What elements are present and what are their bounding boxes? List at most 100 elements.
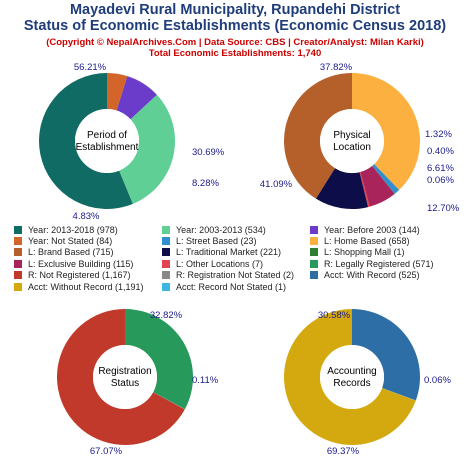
slice-l-street-based xyxy=(372,164,400,194)
legend-item: Acct: Without Record (1,191) xyxy=(14,281,162,292)
legend-item: Year: 2013-2018 (978) xyxy=(14,224,162,235)
legend-item: L: Home Based (658) xyxy=(310,235,460,246)
legend-label: L: Traditional Market (221) xyxy=(176,247,282,258)
legend-label: R: Not Registered (1,167) xyxy=(28,270,131,281)
legend-row: Acct: Without Record (1,191) Acct: Record… xyxy=(14,281,464,292)
slice-acct-with-record xyxy=(352,309,420,401)
center-label: Registration xyxy=(98,366,151,377)
percent-label: 1.32% xyxy=(425,129,452,140)
slice-l-home-based xyxy=(352,73,420,191)
legend-swatch xyxy=(14,237,22,246)
percent-label: 12.70% xyxy=(427,203,460,214)
legend-swatch xyxy=(14,248,22,257)
legend-swatch xyxy=(162,271,170,280)
legend-swatch xyxy=(310,225,318,234)
legend-label: R: Registration Not Stated (2) xyxy=(176,270,295,281)
legend-label: Acct: Record Not Stated (1) xyxy=(176,281,287,292)
legend-item: L: Traditional Market (221) xyxy=(162,247,310,258)
percent-label: 69.37% xyxy=(327,446,360,457)
legend-label: L: Shopping Mall (1) xyxy=(324,247,405,258)
legend-label: L: Home Based (658) xyxy=(324,236,410,247)
legend-label: Year: 2013-2018 (978) xyxy=(28,224,118,235)
legend-label: Year: 2003-2013 (534) xyxy=(176,224,266,235)
slice-l-other-locations xyxy=(359,171,370,208)
legend-row: Year: 2013-2018 (978) Year: 2003-2013 (53… xyxy=(14,224,464,235)
legend-label: L: Exclusive Building (115) xyxy=(28,258,134,269)
legend-item: R: Not Registered (1,167) xyxy=(14,270,162,281)
legend-item: L: Brand Based (715) xyxy=(14,247,162,258)
legend-swatch xyxy=(14,259,22,268)
percent-label: 67.07% xyxy=(90,446,123,457)
percent-label: 30.69% xyxy=(192,147,225,158)
legend-swatch xyxy=(162,225,170,234)
donut-hole xyxy=(320,109,384,173)
slice-r-registration-not-stated xyxy=(153,392,185,410)
slice-acct-record-not-stated xyxy=(382,387,416,401)
legend-row: L: Brand Based (715) L: Traditional Marke… xyxy=(14,247,464,258)
percent-label: 32.82% xyxy=(150,310,183,321)
legend-row: L: Exclusive Building (115) L: Other Loca… xyxy=(14,258,464,269)
legend-label: Acct: With Record (525) xyxy=(324,270,420,281)
chart-title: Mayadevi Rural Municipality, Rupandehi D… xyxy=(69,2,401,18)
percent-label: 8.28% xyxy=(192,178,219,189)
legend-label: R: Legally Registered (571) xyxy=(324,258,434,269)
legend: Year: 2013-2018 (978) Year: 2003-2013 (53… xyxy=(14,224,464,292)
legend-item: Year: Not Stated (84) xyxy=(14,235,162,246)
legend-item: Year: Before 2003 (144) xyxy=(310,224,460,235)
percent-label: 0.11% xyxy=(192,375,219,386)
legend-label: L: Brand Based (715) xyxy=(28,247,114,258)
legend-row: Year: Not Stated (84) L: Street Based (23… xyxy=(14,235,464,246)
percent-label: 0.06% xyxy=(427,175,454,186)
legend-swatch xyxy=(162,259,170,268)
legend-label: Acct: Without Record (1,191) xyxy=(28,281,144,292)
percent-label: 0.06% xyxy=(424,375,451,386)
slice-l-exclusive-building xyxy=(360,165,395,207)
legend-swatch xyxy=(310,237,318,246)
legend-row: R: Not Registered (1,167) R: Registration… xyxy=(14,270,464,281)
legend-swatch xyxy=(162,282,170,291)
legend-label: Year: Not Stated (84) xyxy=(28,236,113,247)
legend-item: L: Other Locations (7) xyxy=(162,258,310,269)
percent-label: 37.82% xyxy=(320,62,353,73)
legend-swatch xyxy=(310,271,318,280)
legend-item: R: Legally Registered (571) xyxy=(310,258,460,269)
legend-swatch xyxy=(310,259,318,268)
percent-label: 4.83% xyxy=(73,211,100,222)
slice-r-not-registered xyxy=(57,309,185,445)
legend-label: L: Street Based (23) xyxy=(176,236,257,247)
slice-l-brand-based xyxy=(284,73,352,199)
percent-label: 41.09% xyxy=(260,179,293,190)
center-label: Accounting xyxy=(327,366,376,377)
percent-label: 0.40% xyxy=(427,146,454,157)
slice-year-2013-2018 xyxy=(38,73,133,210)
slice-l-shopping-mall xyxy=(372,165,395,194)
slice-year-not-stated xyxy=(107,73,128,111)
legend-label: Year: Before 2003 (144) xyxy=(324,224,420,235)
legend-item: Acct: With Record (525) xyxy=(310,270,460,281)
percent-label: 30.58% xyxy=(318,310,351,321)
legend-item: Acct: Record Not Stated (1) xyxy=(162,281,310,292)
donut-hole xyxy=(93,345,157,409)
percent-label: 6.61% xyxy=(427,163,454,174)
legend-swatch xyxy=(14,282,22,291)
slice-year-before-2003 xyxy=(116,76,157,120)
legend-item: R: Registration Not Stated (2) xyxy=(162,270,310,281)
center-label: Period of xyxy=(87,130,127,141)
legend-swatch xyxy=(310,248,318,257)
donut-hole xyxy=(75,109,139,173)
center-label: Establishment xyxy=(76,142,139,153)
legend-swatch xyxy=(14,225,22,234)
legend-swatch xyxy=(162,237,170,246)
percent-label: 56.21% xyxy=(74,62,107,73)
legend-item: L: Shopping Mall (1) xyxy=(310,247,460,258)
center-label: Records xyxy=(333,378,370,389)
legend-item: L: Exclusive Building (115) xyxy=(14,258,162,269)
center-label: Location xyxy=(333,142,371,153)
center-label: Physical xyxy=(333,130,370,141)
legend-swatch xyxy=(14,271,22,280)
total-establishments: Total Economic Establishments: 1,740 xyxy=(148,48,322,59)
